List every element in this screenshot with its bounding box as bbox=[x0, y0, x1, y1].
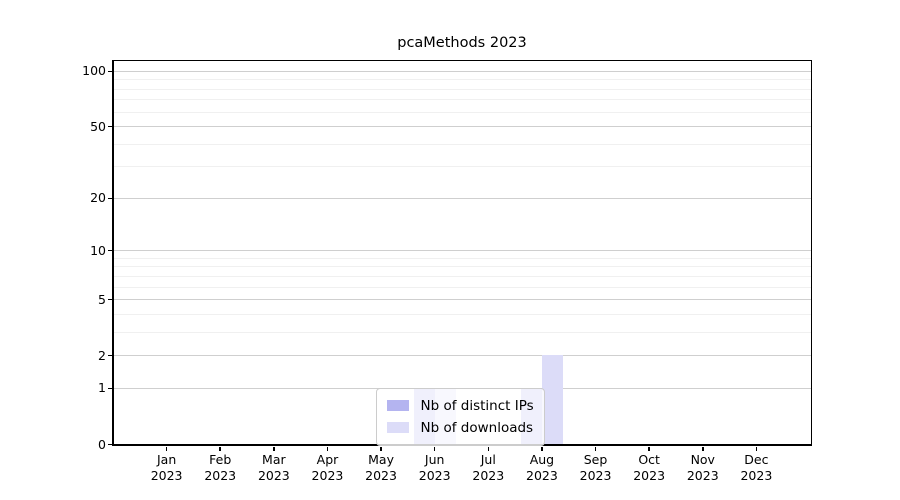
x-axis-tick-mark-10 bbox=[702, 446, 704, 451]
y-axis-tick-label-20: 20 bbox=[90, 190, 106, 206]
x-axis-tick-month-9: Oct bbox=[638, 452, 660, 467]
x-axis-tick-month-8: Sep bbox=[583, 452, 608, 467]
plot-area: Nb of distinct IPs Nb of downloads bbox=[111, 59, 812, 446]
x-axis-tick-mark-2 bbox=[273, 446, 275, 451]
x-axis-tick-label-10: Nov 2023 bbox=[671, 452, 735, 484]
gridline-minor-40 bbox=[113, 143, 811, 145]
y-axis-tick-mark-1 bbox=[107, 387, 112, 390]
x-axis-tick-month-7: Aug bbox=[529, 452, 555, 467]
x-axis-tick-year-0: 2023 bbox=[150, 468, 183, 483]
legend-label-downloads: Nb of downloads bbox=[420, 419, 534, 436]
gridline-minor-90 bbox=[113, 79, 811, 81]
legend-swatch-downloads bbox=[386, 422, 409, 433]
gridline-minor-4 bbox=[113, 313, 811, 315]
gridline-minor-70 bbox=[113, 99, 811, 101]
legend-item-distinct-ips: Nb of distinct IPs bbox=[386, 396, 534, 416]
x-axis-tick-mark-11 bbox=[755, 446, 758, 451]
x-axis-tick-month-0: Jan bbox=[156, 452, 177, 467]
x-axis-tick-label-7: Aug 2023 bbox=[510, 452, 574, 484]
gridline-minor-6 bbox=[113, 286, 811, 288]
x-axis-tick-label-1: Feb 2023 bbox=[188, 452, 252, 484]
legend: Nb of distinct IPs Nb of downloads bbox=[375, 387, 545, 446]
x-axis-tick-label-2: Mar 2023 bbox=[242, 452, 306, 484]
y-axis-tick-mark-50 bbox=[107, 125, 112, 128]
y-axis-tick-mark-20 bbox=[107, 197, 112, 200]
x-axis-tick-label-11: Dec 2023 bbox=[724, 452, 788, 484]
x-axis-tick-label-4: May 2023 bbox=[349, 452, 413, 484]
x-axis-tick-mark-6 bbox=[487, 446, 490, 451]
gridline-major-20 bbox=[113, 197, 811, 199]
x-axis-tick-mark-3 bbox=[326, 446, 329, 451]
x-axis-tick-month-2: Mar bbox=[262, 452, 286, 467]
gridline-minor-80 bbox=[113, 88, 811, 90]
x-axis-tick-month-11: Dec bbox=[744, 452, 769, 467]
y-axis-tick-label-50: 50 bbox=[90, 118, 106, 134]
legend-label-distinct-ips: Nb of distinct IPs bbox=[420, 397, 534, 414]
x-axis-tick-label-3: Apr 2023 bbox=[295, 452, 359, 484]
x-axis-tick-mark-4 bbox=[380, 446, 382, 451]
x-axis-tick-year-8: 2023 bbox=[579, 468, 612, 483]
y-axis-tick-label-0: 0 bbox=[98, 436, 106, 452]
gridline-minor-3 bbox=[113, 331, 811, 333]
y-axis-tick-mark-100 bbox=[107, 70, 112, 73]
gridline-major-2 bbox=[113, 355, 811, 357]
x-axis-tick-month-4: May bbox=[368, 452, 394, 467]
x-axis-tick-label-0: Jan 2023 bbox=[135, 452, 199, 484]
y-axis-tick-label-100: 100 bbox=[82, 63, 106, 79]
y-axis-tick-mark-10 bbox=[107, 249, 112, 252]
x-axis-tick-month-1: Feb bbox=[209, 452, 232, 467]
x-axis-tick-month-10: Nov bbox=[690, 452, 715, 467]
x-axis-tick-year-1: 2023 bbox=[204, 468, 237, 483]
gridline-major-50 bbox=[113, 126, 811, 128]
x-axis-tick-year-2: 2023 bbox=[257, 468, 290, 483]
x-axis-tick-mark-8 bbox=[594, 446, 597, 451]
gridline-minor-8 bbox=[113, 266, 811, 268]
x-axis-tick-mark-0 bbox=[165, 446, 168, 451]
y-axis-tick-mark-5 bbox=[107, 298, 112, 301]
x-axis-tick-label-5: Jun 2023 bbox=[403, 452, 467, 484]
gridline-minor-9 bbox=[113, 257, 811, 259]
gridline-major-100 bbox=[113, 70, 811, 72]
gridline-major-5 bbox=[113, 299, 811, 301]
x-axis-tick-label-9: Oct 2023 bbox=[617, 452, 681, 484]
y-axis-tick-label-1: 1 bbox=[98, 380, 106, 396]
x-axis-tick-month-3: Apr bbox=[316, 452, 339, 467]
x-axis-tick-mark-5 bbox=[433, 446, 436, 451]
x-axis-tick-year-5: 2023 bbox=[418, 468, 451, 483]
gridline-major-10 bbox=[113, 250, 811, 252]
x-axis-tick-year-10: 2023 bbox=[686, 468, 719, 483]
x-axis-tick-mark-7 bbox=[541, 446, 543, 451]
x-axis-tick-label-8: Sep 2023 bbox=[564, 452, 628, 484]
x-axis-tick-label-6: Jul 2023 bbox=[456, 452, 520, 484]
x-axis-tick-year-9: 2023 bbox=[633, 468, 666, 483]
y-axis-tick-mark-2 bbox=[107, 354, 112, 357]
y-axis-tick-label-2: 2 bbox=[98, 347, 106, 363]
gridline-minor-60 bbox=[113, 111, 811, 113]
x-axis-tick-year-3: 2023 bbox=[311, 468, 344, 483]
chart-title: pcaMethods 2023 bbox=[397, 35, 527, 51]
x-axis-tick-mark-9 bbox=[648, 446, 650, 451]
gridline-minor-30 bbox=[113, 166, 811, 168]
legend-item-downloads: Nb of downloads bbox=[386, 418, 534, 438]
bar-nb-of-downloads-7 bbox=[542, 355, 564, 444]
y-axis-tick-label-10: 10 bbox=[90, 242, 106, 258]
y-axis-tick-mark-0 bbox=[107, 443, 112, 446]
x-axis-tick-month-6: Jul bbox=[480, 452, 496, 467]
x-axis-tick-year-4: 2023 bbox=[365, 468, 397, 483]
x-axis-tick-mark-1 bbox=[219, 446, 221, 451]
x-axis-tick-year-11: 2023 bbox=[740, 468, 773, 483]
x-axis-tick-month-5: Jun bbox=[424, 452, 445, 467]
x-axis-tick-year-6: 2023 bbox=[472, 468, 505, 483]
gridline-minor-7 bbox=[113, 275, 811, 277]
y-axis-tick-label-5: 5 bbox=[98, 291, 106, 307]
legend-swatch-distinct-ips bbox=[386, 400, 409, 411]
x-axis-tick-year-7: 2023 bbox=[526, 468, 558, 483]
